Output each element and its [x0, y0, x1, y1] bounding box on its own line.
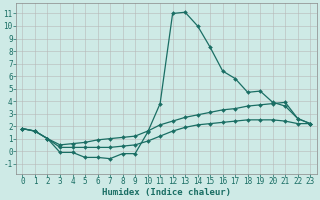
- X-axis label: Humidex (Indice chaleur): Humidex (Indice chaleur): [102, 188, 231, 197]
